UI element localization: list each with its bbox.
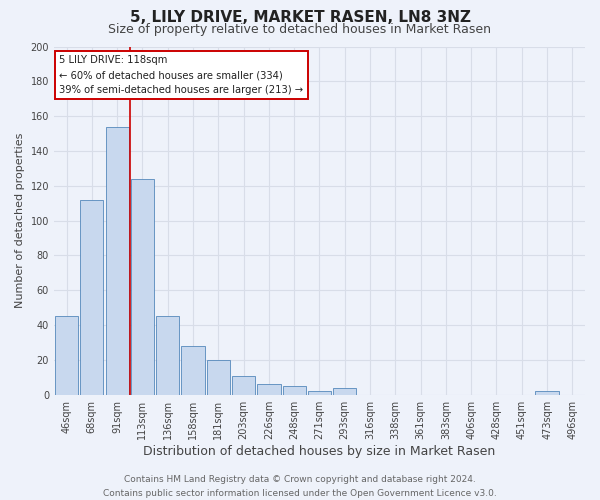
Bar [131,179,154,394]
Bar [55,316,78,394]
Y-axis label: Number of detached properties: Number of detached properties [15,133,25,308]
Bar [535,391,559,394]
Text: 5, LILY DRIVE, MARKET RASEN, LN8 3NZ: 5, LILY DRIVE, MARKET RASEN, LN8 3NZ [130,10,470,25]
Bar [308,391,331,394]
Bar [106,126,129,394]
Text: Size of property relative to detached houses in Market Rasen: Size of property relative to detached ho… [109,22,491,36]
Bar [206,360,230,394]
Bar [283,386,306,394]
Bar [181,346,205,395]
Bar [156,316,179,394]
Bar [257,384,281,394]
X-axis label: Distribution of detached houses by size in Market Rasen: Distribution of detached houses by size … [143,444,496,458]
Text: Contains HM Land Registry data © Crown copyright and database right 2024.
Contai: Contains HM Land Registry data © Crown c… [103,476,497,498]
Bar [333,388,356,394]
Bar [232,376,255,394]
Bar [80,200,103,394]
Text: 5 LILY DRIVE: 118sqm
← 60% of detached houses are smaller (334)
39% of semi-deta: 5 LILY DRIVE: 118sqm ← 60% of detached h… [59,55,304,95]
